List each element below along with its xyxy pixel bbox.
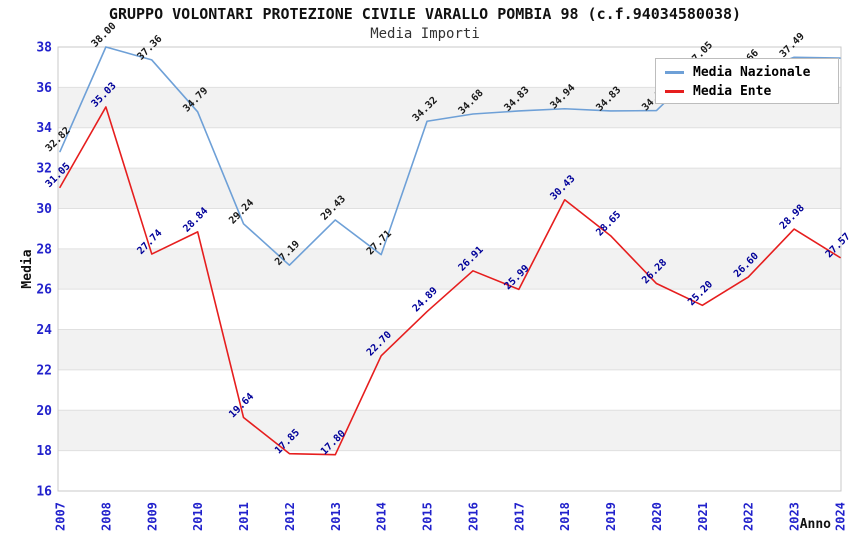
x-tick-label: 2013 [329, 502, 343, 531]
x-tick-label: 2007 [54, 502, 68, 531]
y-tick-label: 38 [36, 41, 52, 56]
x-tick-label: 2014 [375, 502, 389, 531]
x-tick-label: 2016 [466, 502, 480, 531]
legend-label-ente: Media Ente [693, 84, 772, 99]
y-tick-label: 34 [36, 121, 52, 136]
grid-band [58, 329, 841, 370]
point-label: 38.00 [90, 21, 119, 50]
y-tick-label: 30 [36, 202, 52, 217]
y-tick-label: 22 [36, 363, 52, 378]
legend-label-nazionale: Media Nazionale [693, 65, 811, 80]
x-axis-title: Anno [800, 517, 831, 532]
point-label: 28.84 [181, 206, 210, 235]
y-tick-label: 20 [36, 404, 52, 419]
y-tick-label: 36 [36, 81, 52, 96]
y-tick-label: 24 [36, 323, 52, 338]
y-tick-label: 16 [36, 485, 52, 500]
grid-band [58, 248, 841, 290]
x-tick-label: 2015 [421, 502, 435, 531]
x-tick-label: 2017 [512, 502, 526, 531]
y-tick-label: 26 [36, 283, 52, 298]
x-tick-label: 2009 [145, 502, 159, 531]
legend-swatch-nazionale-icon [665, 71, 684, 74]
x-tick-label: 2010 [191, 502, 205, 531]
x-tick-label: 2012 [283, 502, 297, 531]
legend-item-media-nazionale: Media Nazionale [665, 63, 838, 82]
point-label: 37.49 [778, 31, 807, 60]
x-tick-label: 2020 [650, 502, 664, 531]
point-label: 37.36 [135, 34, 164, 63]
plot-border [57, 46, 842, 492]
chart-subtitle: Media Importi [370, 26, 480, 42]
x-tick-label: 2018 [558, 502, 572, 531]
x-tick-label: 2008 [99, 502, 113, 531]
legend-swatch-ente-icon [665, 90, 684, 93]
y-axis-title: Media [20, 249, 35, 288]
x-tick-label: 2023 [788, 502, 802, 531]
y-tick-label: 32 [36, 162, 52, 177]
grid-band [58, 410, 841, 451]
x-tick-label: 2021 [696, 502, 710, 531]
chart-title: GRUPPO VOLONTARI PROTEZIONE CIVILE VARAL… [108, 5, 742, 23]
media-ente-line [59, 106, 841, 456]
grid-band [58, 168, 841, 209]
y-tick-label: 18 [36, 444, 52, 459]
x-tick-label: 2024 [834, 502, 848, 531]
x-tick-label: 2022 [742, 502, 756, 531]
legend: Media Nazionale Media Ente [655, 58, 839, 104]
x-tick-label: 2019 [604, 502, 618, 531]
y-tick-label: 28 [36, 242, 52, 257]
legend-item-media-ente: Media Ente [665, 82, 838, 101]
x-tick-label: 2011 [237, 502, 251, 531]
